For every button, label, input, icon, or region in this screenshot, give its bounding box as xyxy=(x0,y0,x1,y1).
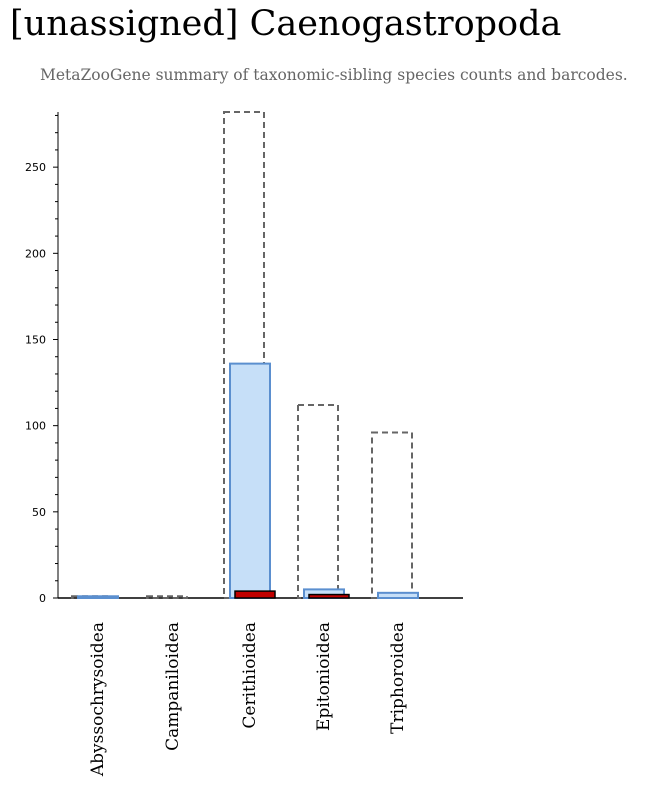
bar-species-outline xyxy=(371,431,413,599)
x-category-label: Abyssochrysoidea xyxy=(88,622,108,777)
chart-title: [unassigned] Caenogastropoda xyxy=(10,4,562,44)
bar-species-outline xyxy=(146,595,188,600)
chart-subtitle: MetaZooGene summary of taxonomic-sibling… xyxy=(40,66,628,84)
x-category-label: Epitonioidea xyxy=(314,622,334,731)
bar-barcoded xyxy=(229,362,271,600)
bar-highlight xyxy=(308,593,350,599)
bar-barcoded xyxy=(377,591,419,599)
y-tick-label: 50 xyxy=(32,506,46,519)
bar-highlight xyxy=(234,590,276,599)
y-tick-label: 0 xyxy=(39,592,46,605)
x-category-label: Triphoroidea xyxy=(388,622,408,734)
bar-barcoded xyxy=(77,595,119,600)
x-category-label: Cerithioidea xyxy=(240,622,260,729)
y-tick-label: 250 xyxy=(25,161,46,174)
y-tick-label: 150 xyxy=(25,333,46,346)
bar-species-outline xyxy=(297,403,339,599)
x-category-label: Campaniloidea xyxy=(163,622,183,751)
y-tick-label: 200 xyxy=(25,247,46,260)
y-tick-label: 100 xyxy=(25,420,46,433)
